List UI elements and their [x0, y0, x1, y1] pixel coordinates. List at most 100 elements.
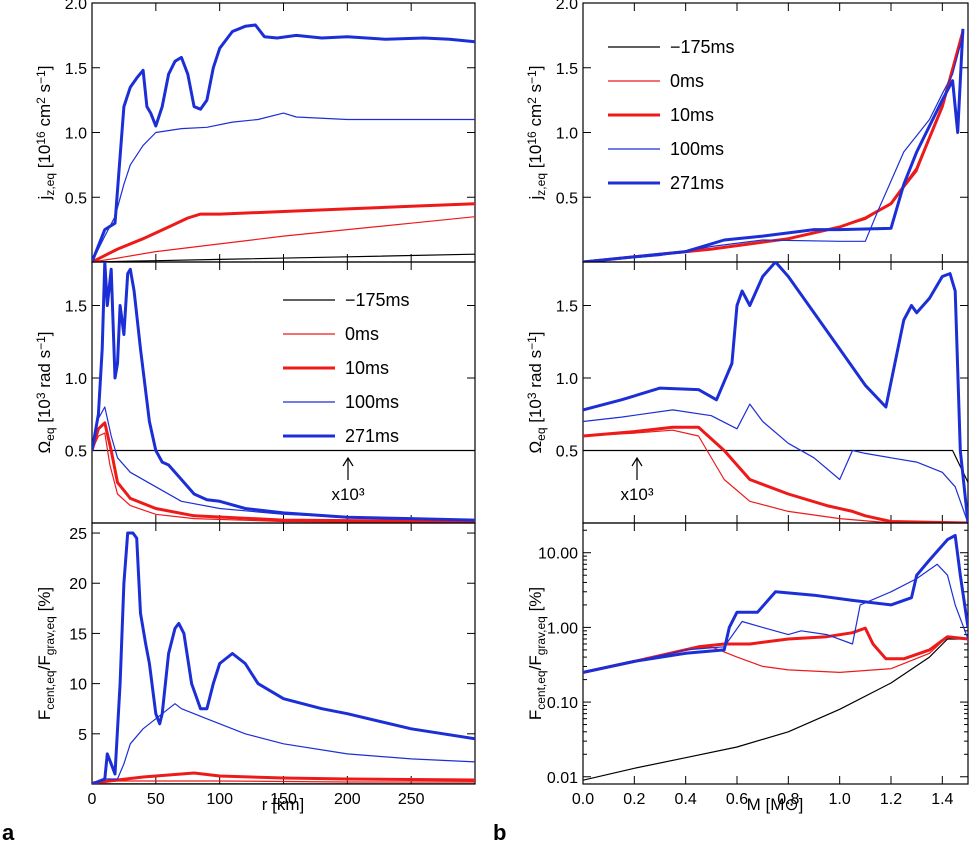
- y-axis-label-part: −1: [34, 70, 48, 84]
- y-axis-label-part: rad s: [526, 350, 545, 393]
- y-tick-label: 10.00: [538, 546, 578, 563]
- series-line-100ms: [583, 403, 968, 523]
- y-tick-label: 1.5: [65, 299, 87, 316]
- series-line-271ms: [583, 534, 968, 674]
- y-axis-label-part: s: [526, 84, 545, 97]
- legend-label: 10ms: [345, 358, 389, 378]
- legend-label: 0ms: [345, 324, 379, 344]
- legend-b: −175ms 0ms 10ms 100ms 271ms: [608, 37, 735, 193]
- y-tick-label: 0.5: [65, 190, 87, 207]
- annotation-a: x10³: [331, 456, 365, 504]
- y-tick-label: 0.01: [547, 770, 578, 787]
- y-axis-label-part: /F: [526, 655, 545, 670]
- plot-frame: [582, 522, 969, 785]
- plot-frame: [582, 2, 969, 263]
- y-tick-label: 0.5: [65, 444, 87, 461]
- y-axis-label-part: s: [35, 84, 54, 97]
- x-tick-label: 1.2: [880, 791, 902, 808]
- annotation-b: x10³: [620, 456, 654, 504]
- y-axis-label-part: ]: [526, 66, 545, 71]
- y-axis-label: Ωeq [103 rad s−1]: [525, 331, 547, 453]
- y-axis-label-part: rad s: [35, 350, 54, 393]
- series-line-271ms: [92, 531, 475, 784]
- y-axis-label-part: −1: [525, 70, 539, 84]
- series-line-175ms: [583, 28, 964, 262]
- y-axis-label-part: eq: [43, 427, 57, 440]
- y-axis-label-part: 3: [34, 392, 48, 399]
- x-tick-label: 200: [334, 791, 361, 808]
- annotation-arrowhead: [342, 456, 354, 467]
- y-axis-label-part: cent,eq: [534, 670, 548, 709]
- y-axis-label-part: /F: [35, 655, 54, 670]
- annotation-text: x10³: [331, 485, 364, 504]
- y-tick-label: 5: [78, 727, 87, 744]
- chart-panel-a-top: 0.5 1.0 1.5 2.0 jz,eq [1016 cm2 s−1]: [34, 0, 476, 263]
- x-tick-label: 1.4: [931, 791, 953, 808]
- series-line-10ms: [583, 626, 968, 674]
- y-axis-label-part: ]: [526, 331, 545, 336]
- y-axis-label-part: Ω: [526, 441, 545, 454]
- y-tick-label: 1.0: [556, 371, 578, 388]
- series-line-271ms: [92, 23, 475, 262]
- panel-label-b: b: [493, 820, 506, 845]
- series-line-0ms: [583, 429, 968, 523]
- series-line-100ms: [583, 563, 968, 673]
- series-line-0ms: [92, 432, 475, 523]
- chart-panel-b-top: 0.5 1.0 1.5 2.0 jz,eq [1016 cm2 s−1]: [525, 0, 969, 263]
- y-axis-label-part: grav,eq: [43, 616, 57, 655]
- y-tick-label: 1.5: [556, 299, 578, 316]
- x-tick-label: 0.8: [777, 791, 799, 808]
- legend-label: −175ms: [345, 290, 410, 310]
- y-axis-label-part: 2: [525, 97, 539, 104]
- y-axis-label-part: −1: [525, 336, 539, 350]
- y-axis-label-part: ]: [35, 331, 54, 336]
- y-tick-label: 1.0: [65, 371, 87, 388]
- x-tick-label: 0: [88, 791, 97, 808]
- x-tick-label: 50: [147, 791, 165, 808]
- plot-frame: [91, 522, 476, 785]
- y-axis-label-part: j: [526, 196, 545, 201]
- annotation-arrowhead: [631, 456, 643, 467]
- y-axis-label-part: F: [35, 710, 54, 720]
- y-tick-label: 10: [69, 677, 87, 694]
- y-axis-label: jz,eq [1016 cm2 s−1]: [525, 66, 547, 201]
- y-axis-label-part: [10: [526, 145, 545, 173]
- y-tick-label: 1.00: [547, 620, 578, 637]
- legend-label: 10ms: [670, 105, 714, 125]
- y-axis-label-part: eq: [534, 427, 548, 440]
- y-axis-label-part: j: [35, 196, 54, 201]
- series-line-10ms: [92, 421, 475, 523]
- legend-label: −175ms: [670, 37, 735, 57]
- y-axis-label: Fcent,eq/Fgrav,eq [%]: [526, 587, 548, 720]
- annotation-text: x10³: [620, 485, 653, 504]
- legend-label: 271ms: [345, 426, 399, 446]
- y-axis-label-part: [%]: [35, 587, 54, 616]
- x-tick-label: 150: [270, 791, 297, 808]
- series-line-271ms: [583, 262, 968, 523]
- y-tick-label: 15: [69, 626, 87, 643]
- y-tick-label: 20: [69, 576, 87, 593]
- y-axis-label-part: [10: [35, 145, 54, 173]
- legend-label: 100ms: [345, 392, 399, 412]
- y-axis-label-part: 3: [525, 392, 539, 399]
- y-axis-label-part: [10: [526, 399, 545, 427]
- y-axis-label-part: ]: [35, 66, 54, 71]
- series-line-271ms: [583, 28, 965, 262]
- chart-panel-b-mid: 0.5 1.0 1.5 Ωeq [103 rad s−1]: [525, 261, 969, 524]
- y-tick-label: 2.0: [556, 0, 578, 13]
- y-tick-label: 25: [69, 526, 87, 543]
- series-line-10ms: [583, 425, 968, 523]
- legend-label: 0ms: [670, 71, 704, 91]
- x-tick-label: 0.2: [623, 791, 645, 808]
- legend-label: 100ms: [670, 139, 724, 159]
- series-line-100ms: [92, 112, 475, 262]
- y-tick-label: 1.5: [556, 61, 578, 78]
- x-tick-label: 0.6: [726, 791, 748, 808]
- x-tick-label: 1.0: [829, 791, 851, 808]
- y-axis-label: jz,eq [1016 cm2 s−1]: [34, 66, 56, 201]
- series-line-10ms: [92, 202, 475, 262]
- chart-panel-b-bot: 0.01 0.10 1.00 10.00 0.0 0.2 0.4 0.6 0.8 1.0 1.2 1.…: [526, 522, 969, 808]
- y-axis-label-part: 2: [34, 97, 48, 104]
- y-axis-label: Ωeq [103 rad s−1]: [34, 331, 56, 453]
